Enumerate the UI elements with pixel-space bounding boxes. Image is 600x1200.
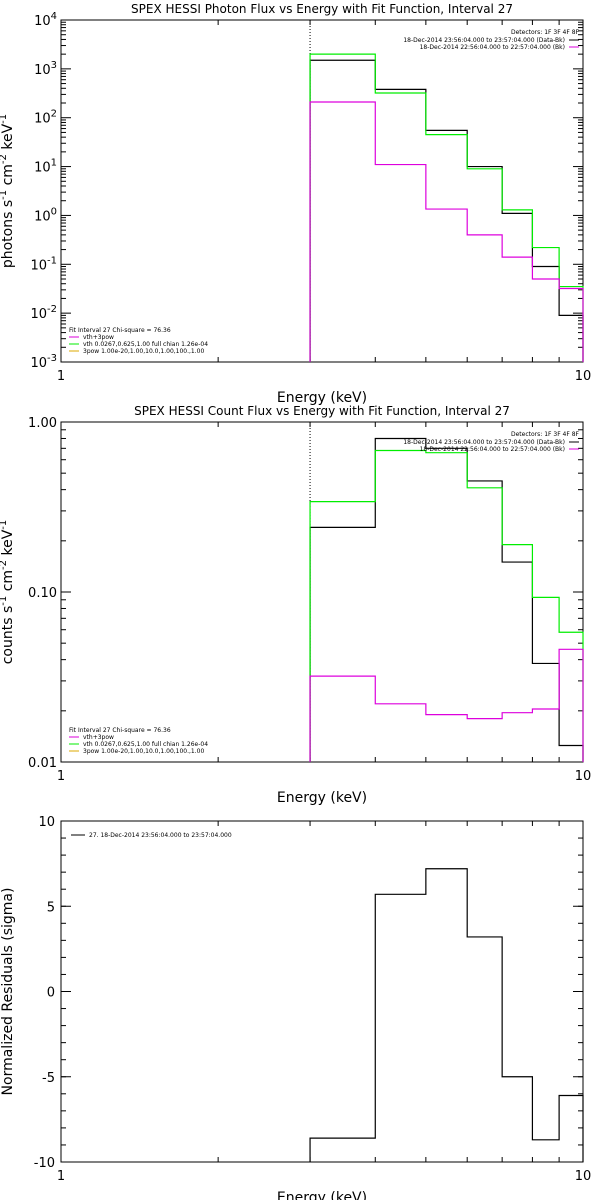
y-tick-label: 10 <box>38 815 55 830</box>
x-axis-label: Energy (keV) <box>277 790 367 806</box>
plot-frame <box>60 19 584 363</box>
y-label-part: keV <box>0 123 16 154</box>
y-label-part: -2 <box>0 560 9 570</box>
y-tick-exp: -1 <box>47 255 57 266</box>
y-label-part: -1 <box>0 114 9 124</box>
y-tick-exp: -2 <box>47 304 57 315</box>
y-tick-label: -10 <box>34 1156 55 1171</box>
fit-legend-label: 3pow 1.00e-20,1.00,10.0,1.00,100.,1.00 <box>83 348 204 355</box>
plot-frame <box>60 421 584 763</box>
panel-3: 1 10 Energy (keV) -10 -5 0 5 10 Normalized Resid… <box>0 815 591 1200</box>
y-tick-exp: 4 <box>51 11 57 22</box>
y-tick-base: 10 <box>34 14 51 29</box>
fit-legend-title: Fit Interval 27 Chi-square = 76.36 <box>69 327 171 334</box>
series-1-line <box>309 437 584 762</box>
y-tick-label: 104 <box>34 11 57 29</box>
y-label-part: -1 <box>0 596 9 606</box>
y-tick-label: 5 <box>47 900 55 915</box>
y-tick-label: -5 <box>42 1071 55 1086</box>
fit-legend: Fit Interval 27 Chi-square = 76.36vth+3p… <box>69 327 208 355</box>
y-tick-label: 102 <box>34 109 57 127</box>
x-tick-label: 1 <box>57 769 65 784</box>
x-tick-label: 10 <box>575 369 592 384</box>
y-tick-base: 10 <box>34 161 51 176</box>
fit-legend-title: Fit Interval 27 Chi-square = 76.36 <box>69 727 171 734</box>
y-axis-label: counts s-1 cm-2 keV-1 <box>0 520 16 665</box>
series-2-line <box>309 53 584 362</box>
panel-1: SPEX HESSI Photon Flux vs Energy with Fi… <box>0 2 591 406</box>
legend-label: 18-Dec-2014 23:56:04.000 to 23:57:04.000… <box>403 37 565 44</box>
y-tick-base: 10 <box>30 307 47 322</box>
y-tick-exp: 3 <box>51 60 57 71</box>
fit-legend: Fit Interval 27 Chi-square = 76.36vth+3p… <box>69 727 208 755</box>
y-tick-label: 0.01 <box>28 756 57 771</box>
y-tick-base: 1.00 <box>28 416 57 431</box>
x-tick-label: 1 <box>57 1169 65 1184</box>
y-tick-base: 10 <box>34 63 51 78</box>
series-3-line <box>309 648 584 762</box>
y-label-part: -1 <box>0 520 9 530</box>
y-tick-label: 0 <box>47 986 55 1001</box>
y-tick-label: 10-3 <box>30 353 57 371</box>
y-tick-base: 0.10 <box>28 586 57 601</box>
series-3-line <box>309 101 584 362</box>
fit-legend-label: vth 0.0267,0.625,1.00 full chian 1.26e-0… <box>83 741 208 748</box>
y-tick-exp: 0 <box>51 206 57 217</box>
x-axis-label: Energy (keV) <box>277 1190 367 1200</box>
legend-label: 27. 18-Dec-2014 23:56:04.000 to 23:57:04… <box>89 832 232 839</box>
plot-frame <box>60 820 584 1163</box>
x-tick-label: 10 <box>575 769 592 784</box>
y-label-part: cm <box>0 570 16 596</box>
fit-legend-label: 3pow 1.00e-20,1.00,10.0,1.00,100.,1.00 <box>83 748 204 755</box>
y-tick-label: 0.10 <box>28 586 57 601</box>
chart-title: SPEX HESSI Count Flux vs Energy with Fit… <box>134 404 510 418</box>
series-2-line <box>309 449 584 762</box>
y-tick-base: 10 <box>34 209 51 224</box>
y-tick-label: 10-1 <box>30 255 57 273</box>
y-tick-base: 0.01 <box>28 756 57 771</box>
y-tick-exp: 2 <box>51 109 57 120</box>
fit-legend-label: vth 0.0267,0.625,1.00 full chian 1.26e-0… <box>83 341 208 348</box>
y-label-part: -2 <box>0 154 9 164</box>
y-tick-label: 10-2 <box>30 304 57 322</box>
fit-legend-label: vth+3pow <box>83 734 114 741</box>
chart-title: SPEX HESSI Photon Flux vs Energy with Fi… <box>131 2 513 16</box>
y-tick-base: 10 <box>30 356 47 371</box>
series-1-line <box>309 59 584 362</box>
legend-label: 18-Dec-2014 22:56:04.000 to 22:57:04.000… <box>420 446 565 453</box>
x-tick-label: 1 <box>57 369 65 384</box>
x-axis-label: Energy (keV) <box>277 390 367 406</box>
legend-label: 18-Dec-2014 23:56:04.000 to 23:57:04.000… <box>403 439 565 446</box>
fit-legend-label: vth+3pow <box>83 334 114 341</box>
y-axis-label: Normalized Residuals (sigma) <box>0 888 16 1096</box>
y-tick-label: 101 <box>34 158 57 176</box>
y-label-part: photons s <box>0 200 16 268</box>
series-1-line <box>309 868 584 1162</box>
y-tick-base: 10 <box>30 258 47 273</box>
y-axis-label: photons s-1 cm-2 keV-1 <box>0 114 16 268</box>
y-label-part: -1 <box>0 190 9 200</box>
legend-title: Detectors: 1F 3F 4F 8F <box>511 29 580 36</box>
y-label-part: cm <box>0 164 16 190</box>
legend: 27. 18-Dec-2014 23:56:04.000 to 23:57:04… <box>71 832 232 839</box>
y-tick-exp: -3 <box>47 353 57 364</box>
y-tick-label: 103 <box>34 60 57 78</box>
y-tick-label: 100 <box>34 206 57 224</box>
y-label-part: counts s <box>0 606 16 665</box>
x-tick-label: 10 <box>575 1169 592 1184</box>
y-tick-label: 1.00 <box>28 416 57 431</box>
panel-2: SPEX HESSI Count Flux vs Energy with Fit… <box>0 404 591 806</box>
legend-label: 18-Dec-2014 22:56:04.000 to 22:57:04.000… <box>420 44 565 51</box>
y-tick-base: 10 <box>34 112 51 127</box>
legend-title: Detectors: 1F 3F 4F 8F <box>511 431 580 438</box>
y-tick-exp: 1 <box>51 158 57 169</box>
y-label-part: keV <box>0 529 16 560</box>
